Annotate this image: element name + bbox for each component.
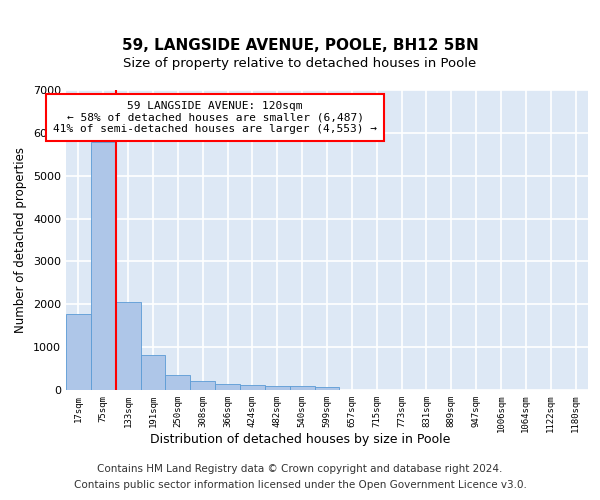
- Bar: [166, 376, 190, 390]
- Text: 59 LANGSIDE AVENUE: 120sqm
← 58% of detached houses are smaller (6,487)
41% of s: 59 LANGSIDE AVENUE: 120sqm ← 58% of deta…: [53, 100, 377, 134]
- Bar: [190, 382, 215, 390]
- Bar: [91, 142, 116, 390]
- Text: Distribution of detached houses by size in Poole: Distribution of detached houses by size …: [150, 432, 450, 446]
- Bar: [290, 386, 314, 390]
- Text: Size of property relative to detached houses in Poole: Size of property relative to detached ho…: [124, 57, 476, 70]
- Bar: [215, 384, 240, 390]
- Text: Contains HM Land Registry data © Crown copyright and database right 2024.: Contains HM Land Registry data © Crown c…: [97, 464, 503, 474]
- Text: 59, LANGSIDE AVENUE, POOLE, BH12 5BN: 59, LANGSIDE AVENUE, POOLE, BH12 5BN: [122, 38, 478, 52]
- Bar: [314, 386, 340, 390]
- Y-axis label: Number of detached properties: Number of detached properties: [14, 147, 28, 333]
- Bar: [116, 302, 140, 390]
- Bar: [265, 386, 290, 390]
- Bar: [66, 314, 91, 390]
- Text: Contains public sector information licensed under the Open Government Licence v3: Contains public sector information licen…: [74, 480, 526, 490]
- Bar: [240, 386, 265, 390]
- Bar: [140, 355, 166, 390]
